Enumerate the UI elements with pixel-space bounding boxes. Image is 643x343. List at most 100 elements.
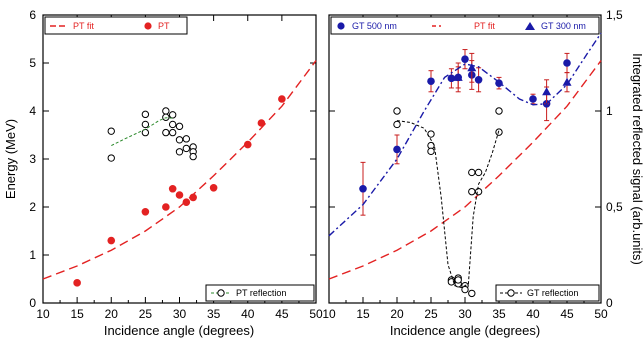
left-y-axis-title: Energy (MeV) [3,119,18,199]
gt-500-nm-point [393,145,401,154]
right-x-tick-label: 35 [492,307,506,321]
left-y-tick-label: 5 [29,56,36,70]
legend-pt-marker [144,22,152,30]
right-x-axis-title: Incidence angle (degrees) [390,323,540,338]
left-series-layer [42,60,317,287]
pt-reflection-point [107,127,115,135]
left-x-tick-label: 45 [275,307,289,321]
left-x-tick-label: 25 [139,307,153,321]
right-series-layer [328,32,602,298]
gt-300-nm-point [542,87,552,96]
gt-reflection-trend-line [396,120,500,289]
left-x-tick-label: 10 [36,307,50,321]
pt-point [278,95,286,103]
right-x-tick-label: 10 [322,307,336,321]
pt-point [141,208,150,216]
gt-500-nm-point [461,55,469,63]
right-right-y-tick-label: 0,5 [606,200,623,214]
legend-pt-fit-label: PT fit [73,21,94,31]
pt-fit-line [42,60,317,280]
right-legend-top: GT 500 nm PT fit GT 300 nm [330,16,600,35]
gt-reflection-point [454,276,462,284]
pt-reflection-point [141,110,150,119]
gt-reflection-point [447,278,456,286]
legend-gt500-marker [337,22,345,30]
pt-point [209,184,218,192]
pt-reflection-point [168,111,177,119]
pt-reflection-point [162,107,170,115]
pt-reflection-point [168,120,177,129]
left-plot-frame [42,14,317,304]
pt-point [182,198,191,206]
gt-fit-line [328,32,602,237]
gt-reflection-point [495,128,503,136]
pt-point [107,236,116,245]
legend-gt-reflection-marker [507,289,515,297]
gt-reflection-point [461,285,469,294]
pt-point [243,140,252,149]
legend-pt-reflection-marker [217,289,225,297]
pt-reflection-point [189,152,197,161]
gt-500-nm-point [359,184,367,193]
right-x-tick-label: 25 [424,307,438,321]
pt-point [73,279,81,287]
pt-reflection-point [182,135,191,143]
left-legend-bottom: PT reflection [205,284,315,302]
left-x-tick-label: 35 [207,307,221,321]
legend-gt-reflection-label: GT reflection [527,288,578,298]
pt-reflection-point [141,120,150,129]
gt-reflection-point [393,107,401,115]
right-x-tick-label: 30 [458,307,472,321]
right-axis-ticks: 10 15 20 25 30 35 40 45 500 0,5 1 1,5 [322,8,623,321]
pt-reflection-point [168,128,177,137]
gt-reflection-point [427,147,435,156]
right-right-y-tick-label: 0 [606,296,613,310]
legend-pt-fit-right-label: PT fit [474,21,495,31]
left-x-tick-label: 40 [241,307,255,321]
gt-reflection-point [474,168,483,177]
left-x-tick-label: 30 [173,307,187,321]
left-y-tick-label: 0 [29,296,36,310]
pt-point [168,184,177,193]
pt-reflection-point [182,144,191,153]
pt-reflection-point [107,154,115,162]
legend-pt-reflection-label: PT reflection [236,288,286,298]
gt-500-nm-point [563,59,571,67]
pt-reflection-point [175,122,184,131]
legend-gt500-label: GT 500 nm [352,21,397,31]
left-x-axis-title: Incidence angle (degrees) [104,323,254,338]
gt-reflection-point [468,168,476,177]
left-x-tick-label: 50 [309,307,323,321]
gt-500-nm-point [427,77,435,86]
legend-pt-label: PT [158,21,170,31]
right-x-tick-label: 45 [560,307,574,321]
pt-reflection-point [162,128,170,137]
gt-reflection-point [468,289,476,298]
left-x-tick-label: 20 [105,307,119,321]
left-y-tick-label: 4 [29,104,36,118]
right-right-y-tick-label: 1,5 [606,8,623,22]
left-x-tick-label: 15 [70,307,84,321]
right-x-tick-label: 40 [526,307,540,321]
gt-300-nm-point [562,77,572,86]
gt-500-nm-point [474,76,483,84]
pt-reflection-point [175,148,184,156]
pt-fit-line [328,60,602,280]
gt-reflection-point [474,187,483,196]
gt-500-nm-point [447,74,456,83]
pt-reflection-point [175,136,184,144]
pt-point [162,203,170,211]
left-y-tick-label: 6 [29,8,36,22]
legend-gt300-marker [525,22,535,30]
left-y-tick-label: 3 [29,152,36,166]
gt-reflection-point [468,187,476,196]
right-right-y-tick-label: 1 [606,104,613,118]
left-y-tick-label: 2 [29,200,36,214]
right-x-tick-label: 15 [356,307,370,321]
left-y-tick-label: 1 [29,248,36,262]
right-x-tick-label: 50 [594,307,608,321]
left-legend-top: PT fit PT [44,16,188,35]
gt-reflection-point [393,120,401,129]
